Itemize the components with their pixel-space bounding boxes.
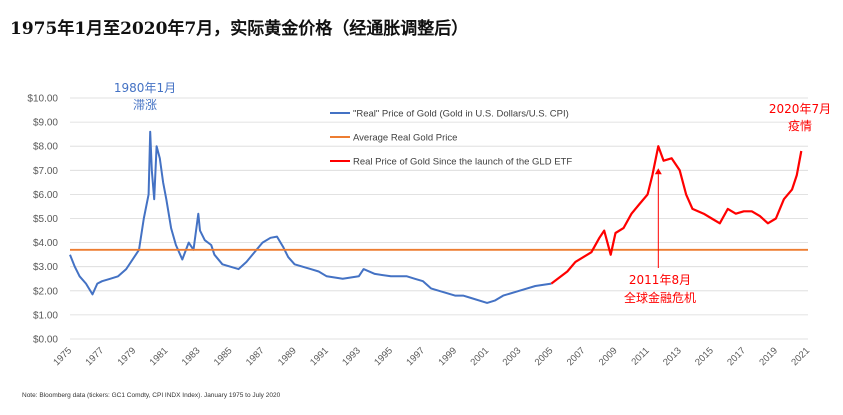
x-tick-label: 2015 [693, 345, 716, 368]
x-tick-label: 2007 [565, 345, 588, 368]
x-tick-label: 1989 [276, 345, 299, 368]
y-tick-label: $6.00 [33, 190, 58, 201]
x-tick-label: 1985 [212, 345, 235, 368]
x-tick-label: 2021 [789, 345, 812, 368]
annotation-2011-line1: 2011年8月 [629, 273, 691, 287]
y-tick-label: $9.00 [33, 118, 58, 129]
annotation-2020-line1: 2020年7月 [769, 102, 831, 116]
x-tick-label: 2013 [661, 345, 684, 368]
real-gold-price-line [69, 130, 552, 304]
x-tick-label: 1977 [83, 345, 106, 368]
y-tick-label: $4.00 [33, 238, 58, 249]
y-tick-label: $8.00 [33, 142, 58, 153]
gld-era-price-line [550, 145, 803, 285]
x-tick-label: 1975 [51, 345, 74, 368]
x-tick-label: 1999 [436, 345, 459, 368]
x-tick-label: 2001 [469, 345, 492, 368]
x-tick-label: 2009 [597, 345, 620, 368]
y-tick-label: $2.00 [33, 286, 58, 297]
x-tick-label: 2019 [757, 345, 780, 368]
annotation-arrow-head [654, 168, 662, 175]
y-tick-label: $5.00 [33, 214, 58, 225]
legend-label: Real Price of Gold Since the launch of t… [353, 157, 572, 168]
annotation-1980-line2: 滞涨 [133, 97, 157, 112]
x-tick-label: 2011 [629, 345, 651, 367]
page-title: 1975年1月至2020年7月，实际黄金价格（经通胀调整后） [10, 19, 469, 39]
annotation-2011-line2: 全球金融危机 [624, 290, 696, 305]
x-tick-label: 1995 [372, 345, 395, 368]
annotation-2020-line2: 疫情 [788, 118, 812, 133]
x-tick-label: 1991 [308, 345, 331, 368]
x-tick-label: 1983 [180, 345, 203, 368]
y-tick-label: $3.00 [33, 262, 58, 273]
annotation-1980-line1: 1980年1月 [114, 81, 176, 95]
legend-label: Average Real Gold Price [353, 133, 457, 144]
x-tick-label: 1997 [404, 345, 427, 368]
x-tick-label: 2005 [533, 345, 556, 368]
y-tick-label: $7.00 [33, 166, 58, 177]
x-tick-label: 1993 [340, 345, 363, 368]
y-tick-label: $10.00 [27, 94, 58, 105]
x-tick-label: 2017 [725, 345, 748, 368]
x-tick-label: 2003 [501, 345, 524, 368]
legend-label: "Real" Price of Gold (Gold in U.S. Dolla… [353, 109, 569, 120]
y-tick-label: $1.00 [33, 310, 58, 321]
x-tick-label: 1987 [244, 345, 267, 368]
footnote: Note: Bloomberg data (tickers: GC1 Comdt… [22, 392, 281, 399]
x-tick-label: 1981 [148, 345, 171, 368]
y-tick-label: $0.00 [33, 335, 58, 346]
x-tick-label: 1979 [116, 345, 139, 368]
